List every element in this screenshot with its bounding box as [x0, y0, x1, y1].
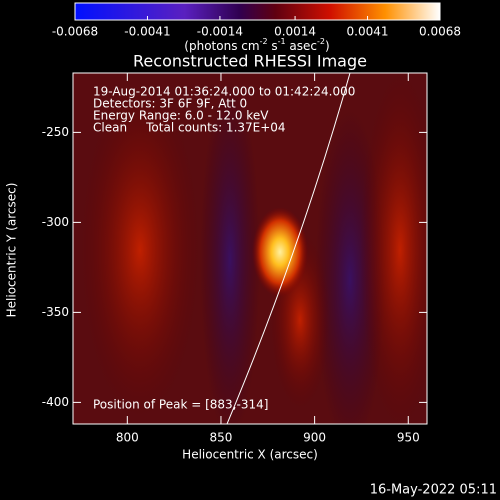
annotation: 19-Aug-2014 01:36:24.000 to 01:42:24.000: [93, 85, 355, 99]
plot-frame: [72, 72, 428, 425]
colorbar-label: (photons cm-2 s-1 asec-2): [184, 37, 329, 53]
heatmap-image: [73, 73, 427, 424]
colorbar-label-part: asec: [286, 39, 317, 53]
colorbar-tick-label: 0.0041: [347, 25, 389, 39]
colorbar: [74, 2, 441, 21]
colorbar-label-part: (photons cm: [184, 39, 259, 53]
y-tick-label: -350: [42, 305, 69, 319]
colorbar-label-part: s: [268, 39, 278, 53]
colorbar-label-part: -1: [278, 37, 286, 46]
peak-label: Position of Peak = [883,-314]: [93, 398, 268, 412]
annotation: Clean Total counts: 1.37E+04: [93, 121, 286, 135]
y-tick-label: -300: [42, 215, 69, 229]
solar-limb: [226, 73, 351, 424]
y-axis-label: Heliocentric Y (arcsec): [5, 183, 19, 318]
y-tick-label: -400: [42, 395, 69, 409]
colorbar-tick-label: -0.0014: [197, 25, 243, 39]
x-tick-label: 950: [397, 431, 420, 445]
x-tick-label: 850: [210, 431, 233, 445]
annotation: Detectors: 3F 6F 9F, Att 0: [93, 97, 247, 111]
footer-date: 16-May-2022 05:11: [370, 483, 497, 498]
colorbar-tick-label: 0.0014: [274, 25, 316, 39]
colorbar-tick-label: 0.0068: [419, 25, 461, 39]
colorbar-label-part: ): [325, 39, 330, 53]
annotation: Energy Range: 6.0 - 12.0 keV: [93, 109, 269, 123]
colorbar-label-part: -2: [317, 37, 325, 46]
x-tick-label: 800: [116, 431, 139, 445]
colorbar-label-part: -2: [260, 37, 268, 46]
x-axis-label: Heliocentric X (arcsec): [182, 448, 318, 462]
x-tick-label: 900: [303, 431, 326, 445]
colorbar-tick-label: -0.0068: [52, 25, 98, 39]
y-tick-label: -250: [42, 125, 69, 139]
chart-title: Reconstructed RHESSI Image: [133, 52, 367, 71]
colorbar-tick-label: -0.0041: [124, 25, 170, 39]
